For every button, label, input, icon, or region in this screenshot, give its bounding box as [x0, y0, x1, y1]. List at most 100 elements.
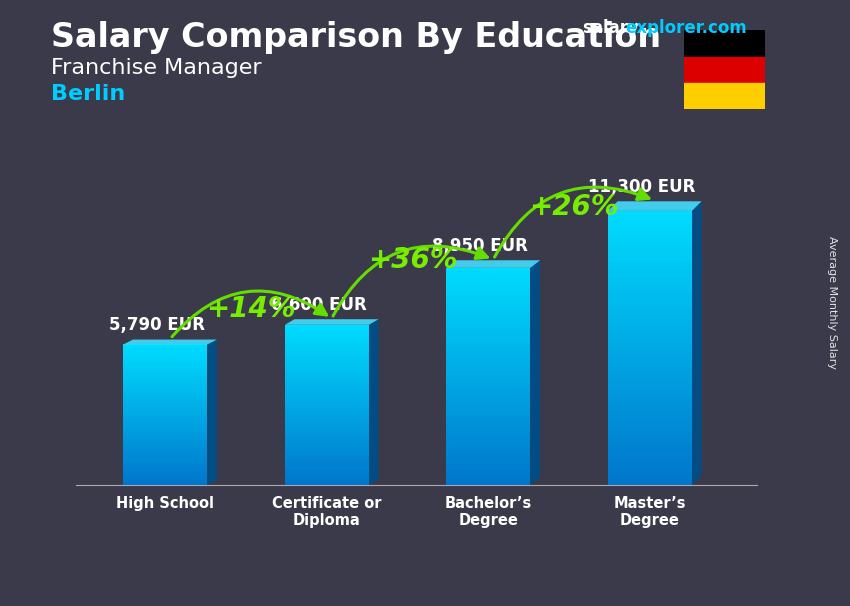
Bar — [123, 476, 207, 478]
Bar — [123, 405, 207, 408]
Bar — [446, 430, 530, 434]
Bar — [285, 466, 369, 469]
Bar — [123, 450, 207, 452]
Bar — [446, 311, 530, 315]
Bar — [684, 30, 765, 56]
Bar — [608, 211, 692, 216]
Bar — [285, 338, 369, 341]
Bar — [285, 327, 369, 330]
Text: Average Monthly Salary: Average Monthly Salary — [827, 236, 837, 370]
Bar — [608, 435, 692, 439]
Bar — [684, 83, 765, 109]
Bar — [285, 416, 369, 418]
Bar — [608, 453, 692, 458]
Bar — [608, 439, 692, 444]
Bar — [446, 481, 530, 485]
Bar — [123, 431, 207, 433]
Bar — [285, 341, 369, 344]
Bar — [446, 456, 530, 459]
Text: explorer.com: explorer.com — [625, 19, 746, 38]
Bar — [608, 288, 692, 293]
Bar — [285, 351, 369, 354]
Bar — [123, 377, 207, 379]
Bar — [285, 437, 369, 439]
Bar — [446, 434, 530, 438]
Polygon shape — [530, 260, 540, 485]
Bar — [446, 340, 530, 344]
Bar — [608, 298, 692, 302]
Bar — [285, 445, 369, 447]
Bar — [123, 398, 207, 401]
Bar — [123, 473, 207, 476]
Bar — [123, 464, 207, 466]
Bar — [446, 391, 530, 395]
Text: 8,950 EUR: 8,950 EUR — [433, 237, 528, 255]
Bar — [285, 365, 369, 367]
Bar — [608, 238, 692, 243]
Bar — [285, 418, 369, 421]
Bar — [446, 463, 530, 467]
Bar — [446, 271, 530, 275]
Bar — [608, 353, 692, 357]
Bar — [123, 410, 207, 412]
Bar — [608, 321, 692, 325]
Bar — [608, 311, 692, 316]
Bar — [446, 405, 530, 409]
Bar — [123, 391, 207, 393]
Bar — [608, 252, 692, 256]
Bar — [446, 322, 530, 325]
Bar — [446, 441, 530, 445]
Bar — [123, 461, 207, 464]
Bar — [608, 380, 692, 384]
Bar — [446, 445, 530, 448]
Bar — [446, 424, 530, 427]
Text: 6,600 EUR: 6,600 EUR — [271, 296, 366, 314]
Bar — [285, 471, 369, 474]
Bar — [608, 293, 692, 298]
Bar — [123, 424, 207, 427]
Bar — [608, 220, 692, 225]
Bar — [123, 466, 207, 468]
Polygon shape — [608, 201, 701, 211]
Bar — [608, 330, 692, 334]
Bar — [446, 384, 530, 387]
Bar — [123, 415, 207, 417]
Bar — [285, 434, 369, 437]
Polygon shape — [692, 201, 701, 485]
Bar — [123, 354, 207, 356]
Bar — [446, 474, 530, 478]
Bar — [285, 378, 369, 381]
Bar — [123, 356, 207, 359]
Bar — [446, 387, 530, 391]
Bar — [285, 349, 369, 351]
Bar — [123, 471, 207, 473]
Bar — [285, 474, 369, 477]
Bar — [285, 469, 369, 471]
Polygon shape — [369, 319, 378, 485]
Bar — [285, 479, 369, 482]
Bar — [608, 270, 692, 275]
Bar — [446, 279, 530, 282]
Bar — [285, 384, 369, 386]
Bar — [285, 413, 369, 416]
Bar — [123, 478, 207, 480]
Bar — [285, 344, 369, 346]
Bar — [608, 216, 692, 220]
Bar — [446, 297, 530, 301]
Bar — [608, 316, 692, 321]
Bar — [285, 447, 369, 450]
Bar — [446, 413, 530, 416]
Bar — [123, 457, 207, 459]
Bar — [446, 351, 530, 355]
Bar — [285, 359, 369, 362]
Bar — [608, 430, 692, 435]
Bar — [608, 375, 692, 380]
Bar — [446, 369, 530, 373]
Bar — [123, 454, 207, 457]
Bar — [285, 391, 369, 394]
Bar — [123, 408, 207, 410]
Bar — [608, 325, 692, 330]
Bar — [123, 443, 207, 445]
Bar — [123, 468, 207, 471]
Bar — [446, 319, 530, 322]
